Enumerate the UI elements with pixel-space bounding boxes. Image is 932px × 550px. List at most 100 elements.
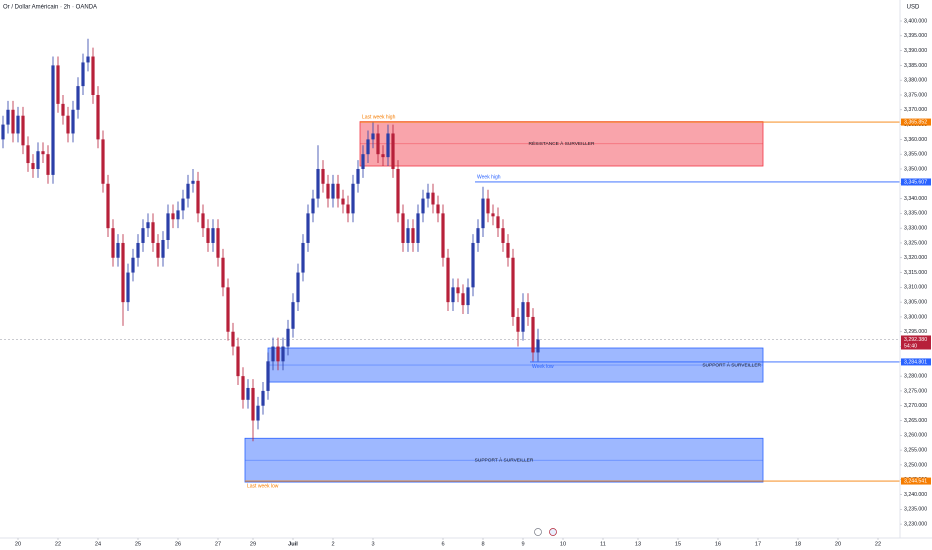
- candle-body: [526, 302, 530, 317]
- candle-body: [251, 387, 255, 421]
- candle-body: [186, 183, 190, 199]
- candle-body: [61, 103, 65, 116]
- candle-body: [241, 376, 245, 400]
- candle-body: [191, 180, 195, 184]
- candle-body: [76, 86, 80, 110]
- candle-body: [311, 198, 315, 214]
- candle-body: [536, 339, 540, 353]
- plot-area: RÉSISTANCE À SURVEILLER SUPPORT À SURVEIL…: [0, 38, 900, 489]
- candle-body: [476, 228, 480, 243]
- candle-body: [386, 133, 390, 158]
- level-tag: [901, 178, 931, 186]
- candle-body: [206, 228, 210, 243]
- candle-body: [411, 228, 415, 243]
- y-tick-label: 3,235.000: [904, 507, 927, 513]
- candle-body: [471, 242, 475, 288]
- y-tick-label: 3,305.000: [904, 300, 927, 306]
- candle-body: [31, 163, 35, 169]
- candle-body: [391, 133, 395, 169]
- currency-label[interactable]: USD: [907, 5, 920, 11]
- level-tag: [901, 118, 931, 126]
- candle-body: [41, 151, 45, 155]
- y-tick-label: 3,310.000: [904, 285, 927, 291]
- candle-body: [301, 242, 305, 273]
- candle-body: [456, 287, 460, 294]
- candle-body: [256, 405, 260, 421]
- x-tick-label: 13: [635, 541, 641, 547]
- candle-body: [361, 154, 365, 169]
- candle-body: [96, 94, 100, 140]
- zone-label: SUPPORT À SURVEILLER: [475, 456, 534, 463]
- x-tick-label: 25: [135, 541, 141, 547]
- x-tick-label: 20: [15, 541, 21, 547]
- candle-body: [261, 390, 265, 406]
- level-name: Week low: [532, 364, 554, 370]
- candle-body: [91, 56, 95, 95]
- level-tag-label: 3,365.852: [904, 119, 927, 125]
- y-tick-label: 3,340.000: [904, 196, 927, 202]
- candle-body: [226, 287, 230, 332]
- candle-body: [426, 192, 430, 199]
- y-tick-label: 3,255.000: [904, 447, 927, 453]
- x-tick-label: 22: [55, 541, 61, 547]
- candle-body: [331, 183, 335, 199]
- candle-body: [116, 242, 120, 258]
- level-tag-label: 3,284.801: [904, 359, 927, 365]
- axes: 3,230.0003,235.0003,240.0003,245.0003,25…: [15, 18, 931, 547]
- y-tick-label: 3,380.000: [904, 78, 927, 84]
- candle-body: [146, 222, 150, 229]
- candle-body: [316, 168, 320, 199]
- y-tick-label: 3,320.000: [904, 255, 927, 261]
- candle-body: [171, 213, 175, 220]
- x-tick-label: Juil: [288, 541, 298, 547]
- candle-body: [446, 257, 450, 303]
- candle-body: [266, 361, 270, 391]
- candle-body: [16, 115, 20, 134]
- y-tick-label: 3,370.000: [904, 107, 927, 113]
- candle-body: [451, 287, 455, 303]
- last-price-label: 3,292.380: [904, 337, 927, 343]
- candle-body: [231, 331, 235, 347]
- candle-body: [466, 287, 470, 306]
- candle-body: [431, 192, 435, 205]
- candle-body: [341, 198, 345, 205]
- candle-body: [201, 213, 205, 229]
- candle-body: [321, 168, 325, 184]
- candle-body: [271, 346, 275, 362]
- candle-body: [346, 204, 350, 214]
- y-tick-label: 3,395.000: [904, 33, 927, 39]
- candle-body: [376, 133, 380, 155]
- candle-body: [416, 213, 420, 243]
- candle-body: [106, 183, 110, 229]
- candle-body: [46, 154, 50, 175]
- x-tick-label: 10: [560, 541, 566, 547]
- y-tick-label: 3,350.000: [904, 166, 927, 172]
- flag-icon[interactable]: [549, 528, 557, 536]
- y-tick-label: 3,275.000: [904, 388, 927, 394]
- bottom-icons: [534, 528, 557, 536]
- candle-body: [371, 133, 375, 140]
- zone-label: SUPPORT À SURVEILLER: [702, 361, 761, 368]
- candle-body: [156, 242, 160, 258]
- x-tick-label: 26: [175, 541, 181, 547]
- candle-body: [216, 228, 220, 258]
- y-tick-label: 3,355.000: [904, 152, 927, 158]
- countdown-label: 54:40: [904, 343, 917, 349]
- y-tick-label: 3,335.000: [904, 211, 927, 217]
- candle-body: [296, 272, 300, 303]
- candle-body: [396, 168, 400, 214]
- candle-body: [176, 210, 180, 220]
- candle-body: [246, 387, 250, 400]
- candle-body: [406, 228, 410, 243]
- level-tag: [901, 477, 931, 485]
- y-tick-label: 3,240.000: [904, 492, 927, 498]
- candle-body: [111, 228, 115, 258]
- y-tick-label: 3,325.000: [904, 240, 927, 246]
- x-tick-label: 15: [675, 541, 681, 547]
- candle-body: [196, 180, 200, 214]
- level-name: Last week low: [247, 483, 279, 489]
- y-tick-label: 3,330.000: [904, 226, 927, 232]
- lightning-icon[interactable]: [534, 528, 542, 536]
